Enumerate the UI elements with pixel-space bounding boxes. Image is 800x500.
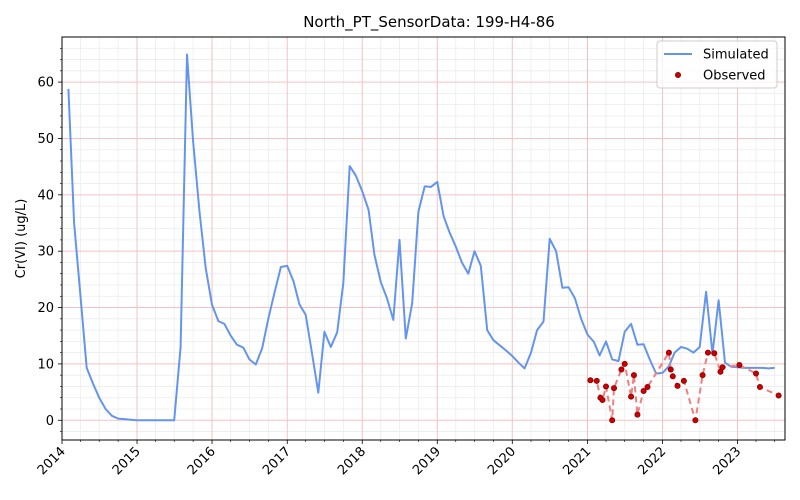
y-tick-label: 0: [46, 414, 54, 429]
y-axis-ticks: 0 10 20 30 40 50 60: [37, 47, 62, 432]
series-observed: [587, 349, 782, 424]
observed-point: [669, 373, 676, 380]
series-simulated: [67, 53, 775, 422]
observed-point: [699, 372, 706, 379]
observed-point: [674, 382, 681, 389]
y-tick-label: 10: [37, 357, 54, 372]
simulated-line: [67, 53, 775, 422]
observed-point: [719, 364, 726, 371]
observed-point: [609, 417, 616, 424]
observed-point: [634, 411, 641, 418]
observed-point: [680, 377, 687, 384]
observed-point: [621, 360, 628, 367]
observed-point: [618, 366, 625, 373]
observed-point: [665, 349, 672, 356]
observed-point: [704, 349, 711, 356]
observed-point: [593, 377, 600, 384]
observed-point: [602, 383, 609, 390]
y-tick-label: 20: [37, 301, 54, 316]
plot-frame: [61, 36, 786, 441]
y-tick-label: 60: [37, 76, 54, 91]
observed-point: [587, 377, 594, 384]
legend-label-observed: Observed: [703, 69, 766, 84]
observed-trend-line: [590, 349, 780, 421]
observed-point: [640, 387, 647, 394]
observed-point: [775, 392, 782, 399]
chart-title: North_PT_SensorData: 199-H4-86: [303, 13, 555, 32]
observed-point: [692, 417, 699, 424]
y-tick-label: 50: [37, 132, 54, 147]
y-tick-label: 30: [37, 245, 54, 260]
minor-grid: [62, 37, 785, 440]
y-axis-label: Cr(VI) (ug/L): [14, 199, 29, 279]
legend-label-simulated: Simulated: [703, 48, 769, 63]
observed-point: [736, 362, 743, 369]
observed-point: [711, 350, 718, 357]
observed-point: [644, 384, 651, 391]
legend-dot-icon: [675, 72, 682, 79]
observed-point: [667, 366, 674, 373]
observed-point: [753, 370, 760, 377]
observed-point: [756, 384, 763, 391]
observed-point: [628, 393, 635, 400]
observed-point: [611, 385, 618, 392]
legend-box: [656, 40, 778, 89]
observed-point: [599, 396, 606, 403]
legend: Simulated Observed: [656, 40, 778, 89]
y-tick-label: 40: [37, 188, 54, 203]
observed-point: [630, 372, 637, 379]
